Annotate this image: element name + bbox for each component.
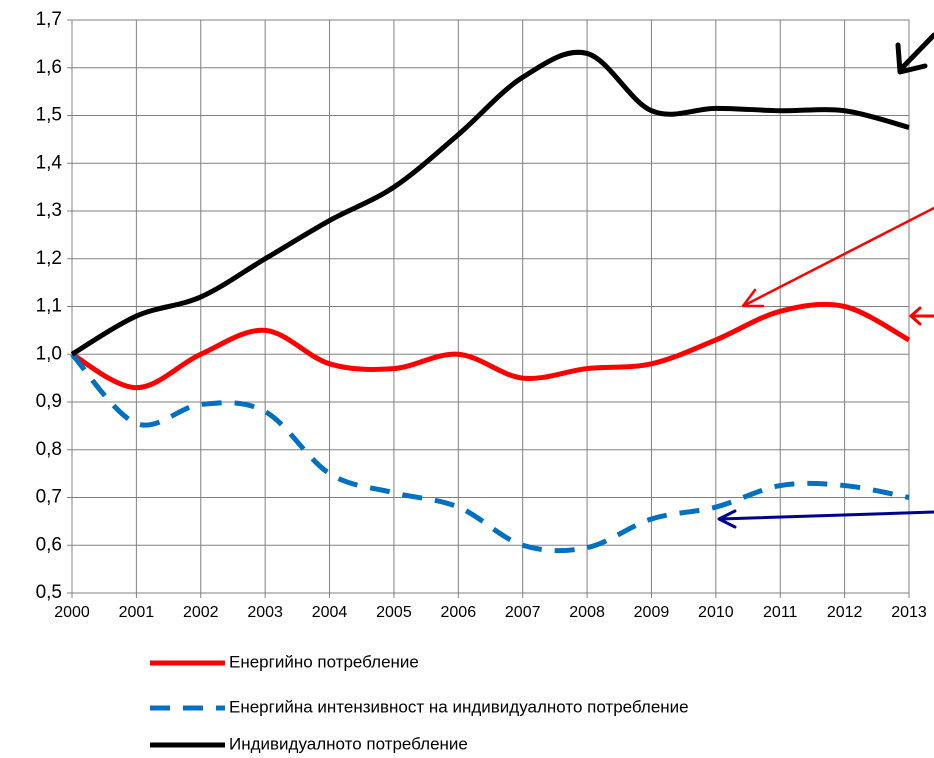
y-tick-label: 1,7 [36, 9, 62, 30]
x-tick-label: 2001 [119, 604, 155, 621]
legend-label: Индивидуалното потребление [229, 734, 468, 753]
y-tick-label: 0,7 [36, 487, 62, 508]
x-tick-label: 2010 [698, 604, 734, 621]
legend-label: Енергийно потребление [229, 652, 419, 671]
x-tick-label: 2013 [891, 604, 927, 621]
x-tick-label: 2006 [441, 604, 477, 621]
y-tick-label: 0,9 [36, 391, 62, 412]
x-tick-label: 2005 [376, 604, 412, 621]
x-tick-label: 2009 [634, 604, 670, 621]
y-tick-label: 1,1 [36, 296, 62, 317]
x-tick-label: 2000 [54, 604, 90, 621]
x-tick-label: 2003 [247, 604, 283, 621]
x-tick-label: 2004 [312, 604, 348, 621]
series-line [70, 301, 911, 391]
x-tick-label: 2007 [505, 604, 541, 621]
x-tick-label: 2008 [569, 604, 605, 621]
y-tick-label: 0,5 [36, 582, 62, 603]
y-tick-label: 1,6 [36, 57, 62, 78]
plot-border [71, 19, 910, 594]
x-tick-label: 2012 [827, 604, 863, 621]
y-tick-label: 0,6 [36, 534, 62, 555]
y-tick-label: 1,5 [36, 105, 62, 126]
series-line [70, 49, 910, 357]
y-tick-label: 1,2 [36, 248, 62, 269]
series-line [70, 352, 910, 554]
y-tick-label: 0,8 [36, 439, 62, 460]
annotation-arrows [717, 32, 934, 529]
y-tick-label: 1,3 [36, 200, 62, 221]
y-tick-label: 1,4 [36, 152, 63, 173]
legend-label: Енергийна интензивност на индивидуалното… [229, 697, 689, 716]
y-tick-label: 1,0 [36, 343, 62, 364]
x-tick-label: 2002 [183, 604, 219, 621]
x-tick-label: 2011 [763, 604, 798, 621]
